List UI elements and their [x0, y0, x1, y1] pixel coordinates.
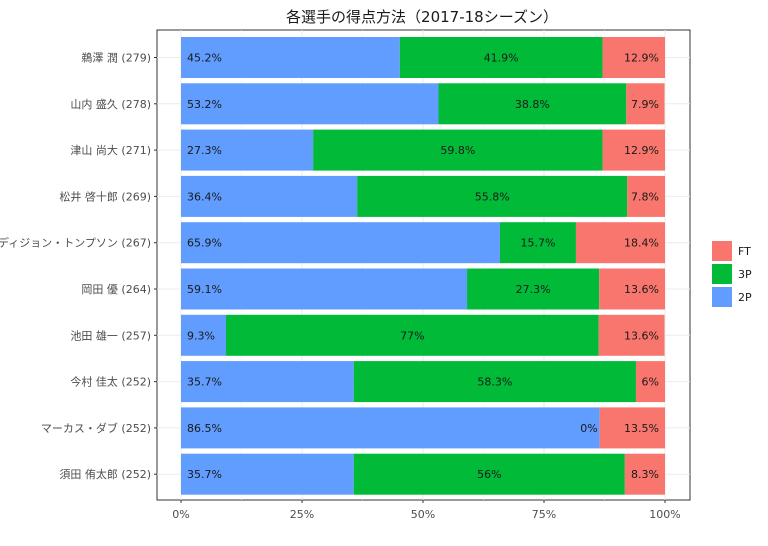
bar-segment-ft: [599, 268, 665, 310]
data-label-3p: 59.8%: [440, 144, 475, 157]
data-label-3p: 58.3%: [477, 376, 512, 389]
data-label-ft: 12.9%: [624, 144, 659, 157]
bar-segment-2p: [181, 453, 354, 495]
data-label-ft: 13.6%: [624, 329, 659, 342]
bar-segment-ft: [599, 407, 665, 449]
bar-segment-3p: [499, 222, 576, 264]
data-label-ft: 18.4%: [624, 237, 659, 250]
legend-label-ft: FT: [738, 245, 751, 258]
bars: 45.2% 41.9% 12.9% 53.2% 38.8% 7.9% 27.3% 59.8% 1…: [181, 37, 665, 495]
data-label-3p: 77%: [400, 329, 424, 342]
legend: FT 3P 2P: [712, 241, 752, 307]
data-label-ft: 13.6%: [624, 283, 659, 296]
data-label-ft: 6%: [642, 376, 659, 389]
bar-segment-2p: [181, 37, 400, 78]
y-tick-label: 池田 雄一 (257): [70, 328, 151, 342]
bar-segment-ft: [635, 361, 665, 403]
bar-segment-ft: [627, 175, 665, 217]
legend-key-ft: [712, 241, 732, 261]
x-tick-label: 0%: [172, 508, 189, 521]
data-label-3p: 41.9%: [484, 52, 519, 65]
data-label-3p: 27.3%: [516, 283, 551, 296]
bar-segment-2p: [181, 222, 500, 264]
bar-segment-2p: [181, 361, 354, 403]
bar-segment-3p: [353, 453, 625, 495]
data-label-3p: 56%: [477, 468, 501, 481]
data-label-2p: 59.1%: [187, 283, 222, 296]
data-label-2p: 53.2%: [187, 98, 222, 111]
bar-segment-2p: [181, 268, 468, 310]
bar-segment-2p: [181, 83, 439, 125]
data-label-3p: 55.8%: [475, 190, 510, 203]
y-tick-label: 松井 啓十郎 (269): [59, 189, 151, 203]
legend-label-2p: 2P: [738, 291, 752, 304]
legend-label-3p: 3P: [738, 268, 752, 281]
bar-segment-3p: [226, 314, 599, 356]
y-tick-label: 津山 尚大 (271): [70, 143, 151, 157]
bar-segment-ft: [575, 222, 665, 264]
data-label-3p: 15.7%: [520, 237, 555, 250]
bar-segment-ft: [626, 83, 665, 125]
y-tick-label: 山内 盛久 (278): [70, 97, 151, 111]
y-tick-label: 今村 佳太 (252): [70, 375, 151, 389]
y-tick-label: 鵜澤 潤 (279): [81, 51, 151, 65]
y-tick-label: 岡田 優 (264): [81, 283, 151, 296]
y-tick-label: マーカス・ダブ (252): [41, 421, 151, 435]
y-axis-labels: 鵜澤 潤 (279) 山内 盛久 (278) 津山 尚大 (271) 松井 啓十郎 (…: [0, 51, 157, 481]
bar-segment-ft: [602, 37, 665, 78]
data-label-2p: 27.3%: [187, 144, 222, 157]
bar-segment-3p: [313, 129, 603, 171]
bar-segment-3p: [399, 37, 603, 78]
bar-segment-3p: [438, 83, 627, 125]
data-label-ft: 7.9%: [631, 98, 659, 111]
chart-title: 各選手の得点方法（2017-18シーズン）: [286, 8, 558, 26]
bar-segment-2p: [181, 314, 227, 356]
data-label-2p: 35.7%: [187, 376, 222, 389]
data-label-2p: 65.9%: [187, 237, 222, 250]
bar-segment-2p: [181, 407, 600, 449]
y-tick-label: 須田 侑太郎 (252): [59, 467, 151, 481]
legend-key-2p: [712, 287, 732, 307]
bar-segment-ft: [624, 453, 665, 495]
legend-key-3p: [712, 264, 732, 284]
data-label-ft: 12.9%: [624, 52, 659, 65]
y-tick-label: ディジョン・トンプソン (267): [0, 236, 151, 250]
data-label-2p: 35.7%: [187, 468, 222, 481]
data-label-2p: 86.5%: [187, 422, 222, 435]
x-tick-label: 50%: [411, 508, 435, 521]
data-label-3p: 0%: [580, 422, 597, 435]
x-axis-labels: 0% 25% 50% 75% 100%: [172, 500, 681, 521]
data-label-ft: 13.5%: [624, 422, 659, 435]
bar-segment-3p: [357, 175, 628, 217]
bar-segment-3p: [353, 361, 636, 403]
x-tick-label: 25%: [290, 508, 314, 521]
data-label-3p: 38.8%: [515, 98, 550, 111]
bar-segment-2p: [181, 175, 358, 217]
bar-segment-3p: [467, 268, 600, 310]
data-label-ft: 7.8%: [631, 190, 659, 203]
data-label-ft: 8.3%: [631, 468, 659, 481]
data-label-2p: 9.3%: [187, 329, 215, 342]
x-tick-label: 100%: [649, 508, 680, 521]
data-label-2p: 45.2%: [187, 52, 222, 65]
bar-segment-ft: [598, 314, 665, 356]
x-tick-label: 75%: [532, 508, 556, 521]
bar-segment-ft: [602, 129, 665, 171]
data-label-2p: 36.4%: [187, 190, 222, 203]
bar-segment-2p: [181, 129, 314, 171]
